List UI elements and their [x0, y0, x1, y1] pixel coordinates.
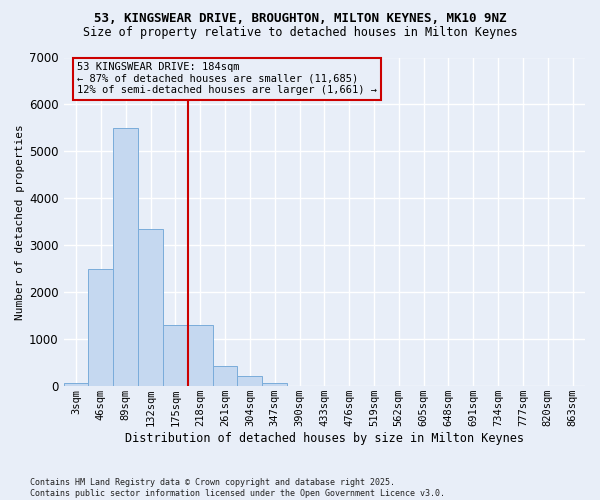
X-axis label: Distribution of detached houses by size in Milton Keynes: Distribution of detached houses by size … [125, 432, 524, 445]
Bar [113, 128, 138, 386]
Bar [238, 376, 262, 386]
Bar [64, 383, 88, 386]
Text: Contains HM Land Registry data © Crown copyright and database right 2025.
Contai: Contains HM Land Registry data © Crown c… [30, 478, 445, 498]
Text: Size of property relative to detached houses in Milton Keynes: Size of property relative to detached ho… [83, 26, 517, 39]
Bar [262, 383, 287, 386]
Bar [88, 269, 113, 386]
Bar [163, 325, 188, 386]
Bar [138, 229, 163, 386]
Bar [188, 325, 212, 386]
Bar [212, 366, 238, 386]
Text: 53, KINGSWEAR DRIVE, BROUGHTON, MILTON KEYNES, MK10 9NZ: 53, KINGSWEAR DRIVE, BROUGHTON, MILTON K… [94, 12, 506, 24]
Text: 53 KINGSWEAR DRIVE: 184sqm
← 87% of detached houses are smaller (11,685)
12% of : 53 KINGSWEAR DRIVE: 184sqm ← 87% of deta… [77, 62, 377, 96]
Y-axis label: Number of detached properties: Number of detached properties [15, 124, 25, 320]
